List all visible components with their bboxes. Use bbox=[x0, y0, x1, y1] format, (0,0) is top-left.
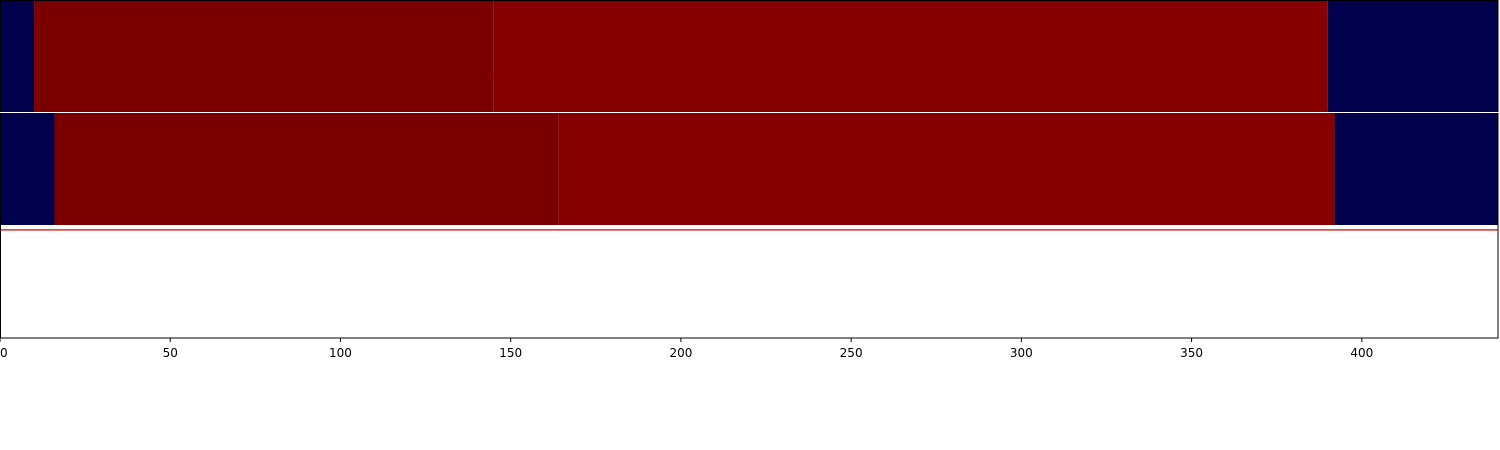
heat-band-0-segment-3 bbox=[1327, 1, 1498, 112]
heat-band-1-segment-2 bbox=[558, 113, 1335, 225]
heat-band-0-segment-1 bbox=[34, 1, 494, 112]
x-tick-label-2: 100 bbox=[329, 346, 352, 360]
heat-layer bbox=[0, 1, 1498, 225]
heat-band-1-segment-1 bbox=[54, 113, 559, 225]
x-tick-label-6: 300 bbox=[1010, 346, 1033, 360]
x-tick-label-4: 200 bbox=[669, 346, 692, 360]
heat-band-0-segment-2 bbox=[493, 1, 1328, 112]
plot-frame bbox=[0, 0, 1499, 339]
x-tick-label-7: 350 bbox=[1180, 346, 1203, 360]
axes-layer: 0 50 100 150 200 250 300 350 400 bbox=[0, 0, 1500, 360]
x-tick-label-0: 0 bbox=[0, 346, 8, 360]
heat-band-0-segment-0 bbox=[0, 1, 35, 112]
x-tick-label-1: 50 bbox=[163, 346, 178, 360]
x-tick-label-5: 250 bbox=[840, 346, 863, 360]
x-tick-label-3: 150 bbox=[499, 346, 522, 360]
heat-band-1-segment-3 bbox=[1334, 113, 1498, 225]
heat-band-1-segment-0 bbox=[0, 113, 55, 225]
x-tick-label-8: 400 bbox=[1350, 346, 1373, 360]
